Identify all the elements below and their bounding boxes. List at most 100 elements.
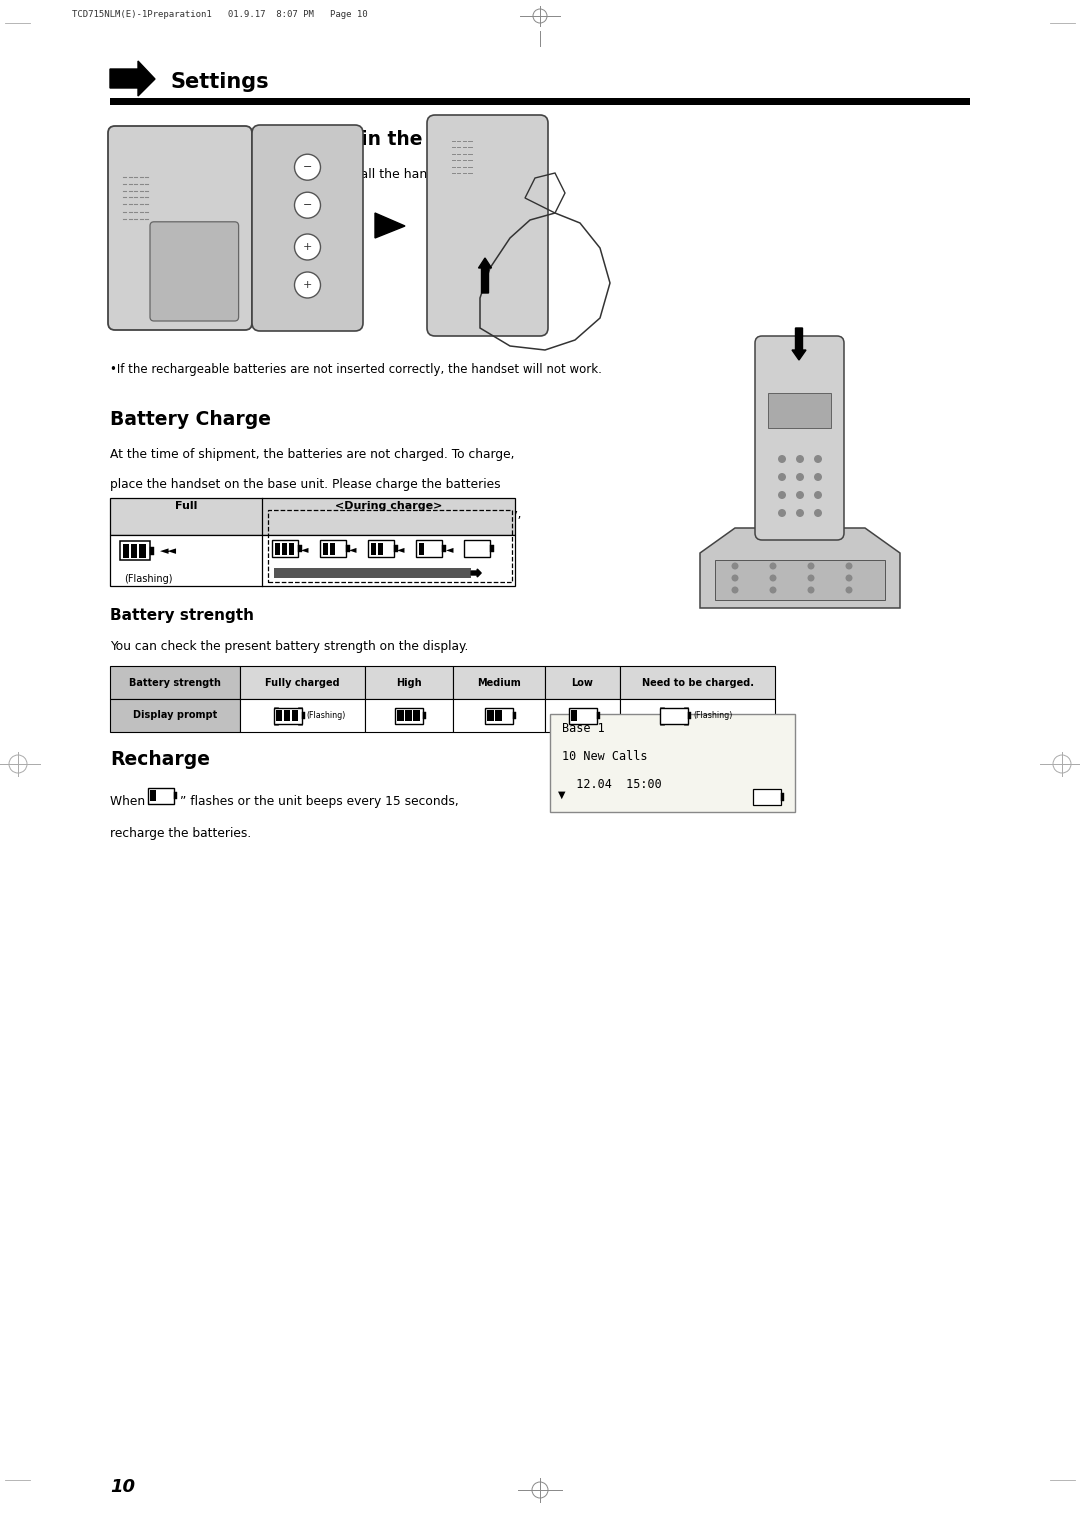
Circle shape <box>295 272 321 298</box>
Circle shape <box>796 455 804 463</box>
Bar <box>346 545 350 553</box>
Circle shape <box>778 474 786 481</box>
Bar <box>781 793 784 801</box>
Bar <box>150 790 157 801</box>
FancyBboxPatch shape <box>150 222 239 321</box>
Circle shape <box>796 490 804 500</box>
FancyArrow shape <box>478 258 491 293</box>
Text: When “: When “ <box>110 795 156 808</box>
Bar <box>282 542 286 555</box>
Text: before initial use. During charging the battery,: before initial use. During charging the … <box>232 507 522 521</box>
Circle shape <box>778 455 786 463</box>
Text: Install the batteries as shown. Then install the handset cover.: Install the batteries as shown. Then ins… <box>110 168 496 180</box>
Text: recharge the batteries.: recharge the batteries. <box>110 827 252 840</box>
Text: 10: 10 <box>110 1478 135 1496</box>
FancyArrow shape <box>471 568 482 578</box>
Text: Low: Low <box>571 677 593 688</box>
Bar <box>272 541 298 558</box>
Circle shape <box>731 587 739 593</box>
Bar <box>394 545 397 553</box>
Circle shape <box>808 587 814 593</box>
Bar <box>570 709 577 721</box>
Bar <box>298 545 301 553</box>
Circle shape <box>769 587 777 593</box>
Circle shape <box>846 575 852 582</box>
Text: You can check the present battery strength on the display.: You can check the present battery streng… <box>110 640 469 652</box>
Text: for about: for about <box>110 507 171 521</box>
Bar <box>329 542 335 555</box>
Polygon shape <box>110 61 156 96</box>
Bar <box>419 542 423 555</box>
Bar <box>320 541 346 558</box>
Circle shape <box>778 509 786 516</box>
Bar <box>378 542 382 555</box>
Bar <box>464 541 490 558</box>
Bar <box>397 709 404 721</box>
Text: Full: Full <box>175 501 198 510</box>
Circle shape <box>769 575 777 582</box>
Bar <box>490 545 494 553</box>
Text: 15 hours: 15 hours <box>178 507 239 521</box>
Text: (Flashing): (Flashing) <box>693 711 732 720</box>
Circle shape <box>808 575 814 582</box>
Bar <box>284 709 291 721</box>
Text: ◄: ◄ <box>349 544 356 553</box>
Circle shape <box>846 562 852 570</box>
Bar <box>365 698 453 732</box>
Circle shape <box>814 509 822 516</box>
Bar <box>485 707 513 723</box>
Text: Installing the Batteries in the Handset: Installing the Batteries in the Handset <box>110 130 517 150</box>
Bar <box>660 707 688 723</box>
Text: ◄◄: ◄◄ <box>160 545 177 556</box>
Circle shape <box>796 474 804 481</box>
Bar <box>323 542 327 555</box>
Bar <box>596 712 599 720</box>
Circle shape <box>778 490 786 500</box>
Text: At the time of shipment, the batteries are not charged. To charge,: At the time of shipment, the batteries a… <box>110 448 514 461</box>
Bar <box>442 545 446 553</box>
Text: −: − <box>302 200 312 211</box>
Bar <box>110 698 240 732</box>
Bar <box>110 498 515 535</box>
Bar <box>274 542 280 555</box>
Text: <During charge>: <During charge> <box>335 501 442 510</box>
Bar <box>545 666 620 698</box>
Text: Display prompt: Display prompt <box>133 711 217 721</box>
Polygon shape <box>375 212 405 238</box>
Text: +: + <box>302 280 312 290</box>
Bar <box>268 510 512 582</box>
Bar <box>568 707 596 723</box>
Bar <box>688 712 691 720</box>
Text: place the handset on the base unit. Please charge the batteries: place the handset on the base unit. Plea… <box>110 478 501 490</box>
Text: ▼: ▼ <box>558 790 566 801</box>
Bar <box>405 709 411 721</box>
Bar <box>240 698 365 732</box>
Bar <box>495 709 501 721</box>
Bar <box>370 542 376 555</box>
Text: ◄: ◄ <box>300 544 308 553</box>
Bar <box>550 714 795 811</box>
Bar <box>275 709 282 721</box>
Bar <box>110 666 240 698</box>
Circle shape <box>814 474 822 481</box>
Bar <box>139 544 146 558</box>
Text: ◄: ◄ <box>396 544 404 553</box>
Text: 10 New Calls: 10 New Calls <box>562 750 648 762</box>
Bar <box>487 709 494 721</box>
Circle shape <box>796 509 804 516</box>
Text: Recharge: Recharge <box>110 750 210 769</box>
Text: •If the rechargeable batteries are not inserted correctly, the handset will not : •If the rechargeable batteries are not i… <box>110 364 602 376</box>
Bar <box>423 712 427 720</box>
Text: Battery strength: Battery strength <box>130 677 221 688</box>
Circle shape <box>814 455 822 463</box>
Bar <box>273 707 301 723</box>
FancyBboxPatch shape <box>755 336 843 539</box>
Bar <box>715 559 885 601</box>
Text: ” flashes or the unit beeps every 15 seconds,: ” flashes or the unit beeps every 15 sec… <box>180 795 459 808</box>
Text: TCD715NLM(E)-1Preparation1   01.9.17  8:07 PM   Page 10: TCD715NLM(E)-1Preparation1 01.9.17 8:07 … <box>72 11 367 18</box>
Bar <box>545 698 620 732</box>
Text: Medium: Medium <box>477 677 521 688</box>
Text: Base 1: Base 1 <box>562 723 605 735</box>
Bar <box>148 787 174 804</box>
Circle shape <box>731 575 739 582</box>
